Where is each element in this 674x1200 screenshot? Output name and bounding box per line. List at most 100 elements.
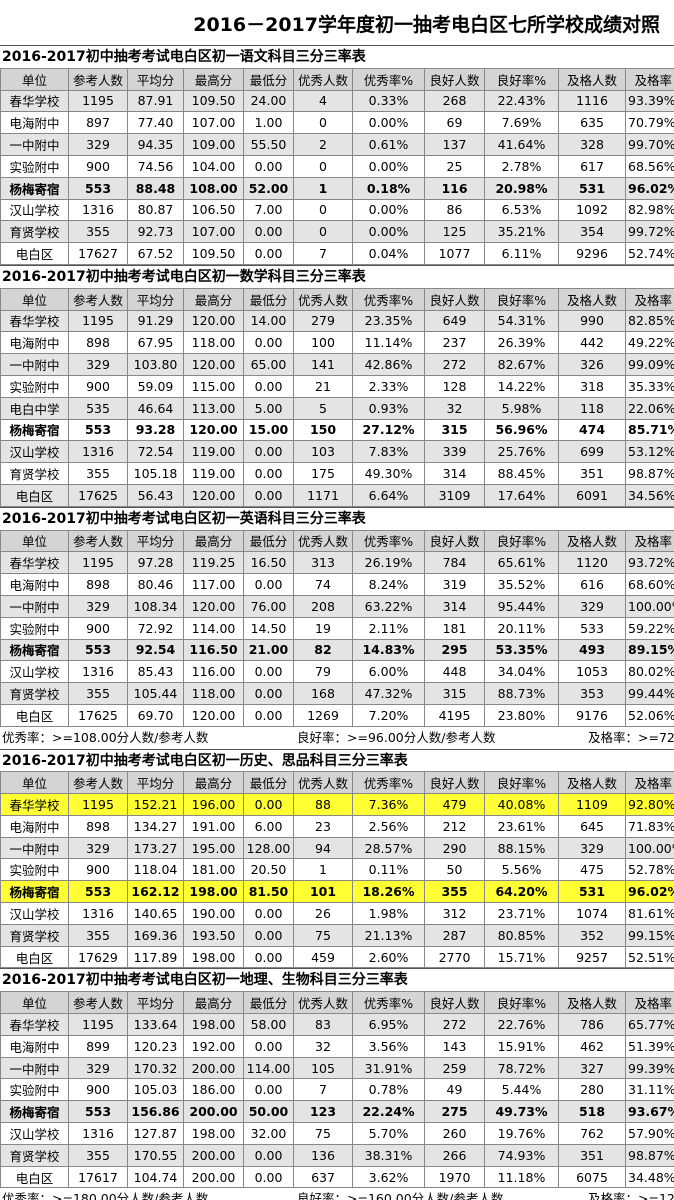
cell: 23 [293, 814, 353, 838]
cell: 116 [424, 176, 485, 200]
cell: 94 [293, 836, 353, 860]
cell: 7.00 [243, 198, 294, 222]
cell: 115.00 [183, 374, 244, 398]
cell: 119.00 [183, 440, 244, 464]
cell: 34.56% [625, 483, 674, 507]
header-row: 单位 参考人数 平均分 最高分 最低分 优秀人数 优秀率% 良好人数 良好率% 及格人数 及格率 [0, 529, 674, 553]
cell: 195.00 [183, 836, 244, 860]
cell: 649 [424, 309, 485, 333]
cell: 88.48 [127, 176, 184, 200]
cell: 50.00 [243, 1100, 294, 1124]
cell: 0.00 [243, 1034, 294, 1058]
cell: 0.00 [243, 440, 294, 464]
cell: 96.02% [625, 880, 674, 904]
cell: 1053 [558, 660, 626, 684]
cell: 535 [68, 396, 128, 420]
cell: 22.76% [484, 1013, 559, 1036]
cell: 35.33% [625, 374, 674, 398]
cell: 100 [293, 331, 353, 355]
cell: 电白区 [0, 703, 69, 727]
cell: 353 [558, 682, 626, 705]
cell: 0.00 [243, 923, 294, 947]
cell: 1195 [68, 551, 128, 575]
score-table: 单位 参考人数 平均分 最高分 最低分 优秀人数 优秀率% 良好人数 良好率% 及格人数 及格率 春华… [0, 287, 674, 507]
cell: 0.00 [243, 573, 294, 596]
cell: 318 [558, 374, 626, 398]
cell: 106.50 [183, 198, 244, 222]
cell: 电海附中 [0, 573, 69, 596]
cell: 17.64% [484, 483, 559, 507]
cell: 120.00 [183, 353, 244, 376]
section-title: 2016-2017初中抽考考试电白区初一历史、思品科目三分三率表 [0, 748, 674, 772]
cell: 54.31% [484, 309, 559, 333]
cell: 14.22% [484, 374, 559, 398]
cell: 107.00 [183, 111, 244, 135]
cell: 442 [558, 331, 626, 355]
cell: 141 [293, 353, 353, 376]
cell: 电白中学 [0, 396, 69, 420]
cell: 150 [293, 418, 353, 442]
cell: 181 [424, 616, 485, 640]
cell: 21 [293, 374, 353, 398]
cell: 637 [293, 1165, 353, 1189]
header-cell: 优秀率% [352, 529, 425, 553]
cell: 169.36 [127, 923, 184, 947]
cell: 91.29 [127, 309, 184, 333]
header-cell: 参考人数 [68, 529, 128, 553]
cell: 351 [558, 1143, 626, 1167]
cell: 0.00% [352, 198, 425, 222]
cell: 64.20% [484, 880, 559, 904]
cell: 85.71% [625, 418, 674, 442]
cell: 93.72% [625, 551, 674, 575]
cell: 95.44% [484, 594, 559, 618]
cell: 88 [293, 793, 353, 816]
header-cell: 及格人数 [558, 771, 626, 795]
cell: 86 [424, 198, 485, 222]
cell: 杨梅寄宿 [0, 176, 69, 200]
cell: 2.78% [484, 154, 559, 178]
cell: 699 [558, 440, 626, 464]
cell: 1092 [558, 198, 626, 222]
cell: 119.25 [183, 551, 244, 575]
cell: 14.00 [243, 309, 294, 333]
cell: 电白区 [0, 945, 69, 969]
cell: 97.28 [127, 551, 184, 575]
header-cell: 良好人数 [424, 771, 485, 795]
cell: 553 [68, 880, 128, 904]
cell: 15.71% [484, 945, 559, 969]
data-row: 电白区 17625 69.70 120.00 0.00 1269 7.20% 4195 23.8… [0, 703, 674, 727]
cell: 17627 [68, 242, 128, 265]
cell: 0.33% [352, 89, 425, 113]
cell: 355 [68, 462, 128, 485]
data-row: 实验附中 900 105.03 186.00 0.00 7 0.78% 49 5.44% 280 3… [0, 1078, 674, 1102]
cell: 70.79% [625, 111, 674, 135]
cell: 645 [558, 814, 626, 838]
cell: 育贤学校 [0, 923, 69, 947]
cell: 518 [558, 1100, 626, 1124]
cell: 0 [293, 154, 353, 178]
notes-row: 优秀率：>=108.00分人数/参考人数 良好率：>=96.00分人数/参考人数 及… [0, 727, 674, 749]
table-body: 单位 参考人数 平均分 最高分 最低分 优秀人数 优秀率% 良好人数 良好率% 及格人数 及格率 春华… [0, 991, 674, 1189]
cell: 电海附中 [0, 111, 69, 135]
cell: 2 [293, 133, 353, 156]
header-cell: 良好率% [484, 991, 559, 1015]
cell: 育贤学校 [0, 1143, 69, 1167]
cell: 1171 [293, 483, 353, 507]
cell: 127.87 [127, 1122, 184, 1145]
cell: 育贤学校 [0, 682, 69, 705]
cell: 80.87 [127, 198, 184, 222]
cell: 1316 [68, 1122, 128, 1145]
cell: 114.00 [183, 616, 244, 640]
cell: 0.00 [243, 483, 294, 507]
cell: 93.28 [127, 418, 184, 442]
cell: 0.00 [243, 703, 294, 727]
cell: 109.50 [183, 89, 244, 113]
cell: 25.76% [484, 440, 559, 464]
cell: 20.11% [484, 616, 559, 640]
cell: 762 [558, 1122, 626, 1145]
cell: 49.73% [484, 1100, 559, 1124]
data-row: 春华学校 1195 87.91 109.50 24.00 4 0.33% 268 22.43% 1… [0, 89, 674, 113]
cell: 74.93% [484, 1143, 559, 1167]
cell: 汉山学校 [0, 902, 69, 925]
